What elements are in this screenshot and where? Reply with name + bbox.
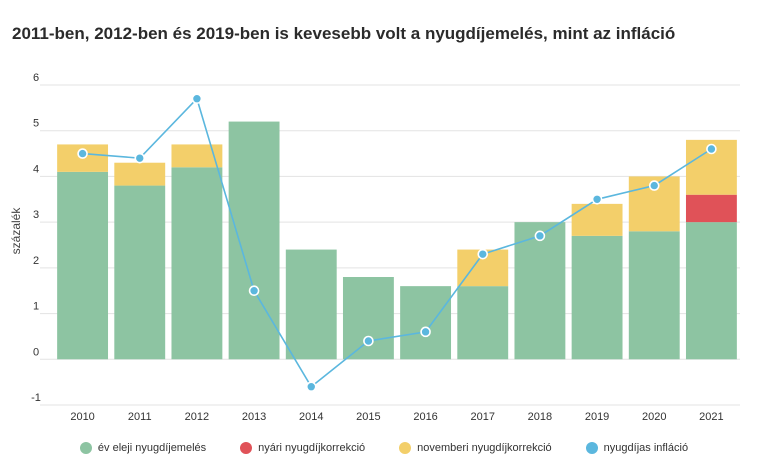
inflation-point	[248, 285, 260, 297]
x-tick-label: 2013	[242, 411, 266, 423]
legend-label-novemberi: novemberi nyugdíjkorrekció	[417, 442, 552, 454]
x-tick-label: 2016	[413, 411, 437, 423]
legend-swatch-ev-eleji	[79, 442, 92, 454]
x-tick-label: 2010	[70, 411, 94, 423]
inflation-point	[706, 143, 717, 155]
inflation-point	[591, 193, 603, 205]
legend-swatch-inflacio	[585, 442, 598, 454]
x-tick-label: 2017	[471, 411, 495, 423]
chart: -1 0 1 2 3 4 5 6 százalék 2010 2011 2012 2013 2014 201…	[9, 72, 740, 423]
bar-novemberi	[571, 203, 623, 236]
bar-ev-eleji	[285, 249, 337, 360]
y-axis-label: százalék	[9, 207, 23, 255]
x-tick-label: 2019	[585, 411, 609, 423]
y-tick-label: 3	[33, 209, 39, 221]
bar-ev-eleji	[514, 222, 566, 360]
y-tick-label: 5	[33, 118, 39, 130]
bar-novemberi	[114, 162, 166, 186]
legend-item-nyari[interactable]: nyári nyugdíjkorrekció	[240, 442, 365, 454]
legend-item-novemberi[interactable]: novemberi nyugdíjkorrekció	[399, 442, 552, 454]
bar-ev-eleji	[685, 222, 737, 360]
inflation-point	[305, 381, 317, 393]
inflation-point	[420, 326, 431, 338]
legend-item-inflacio[interactable]: nyugdíjas infláció	[585, 442, 689, 454]
inflation-point	[477, 248, 489, 260]
inflation-point	[648, 180, 660, 191]
x-tick-label: 2015	[356, 411, 380, 423]
x-tick-label: 2018	[528, 411, 552, 423]
bar-ev-eleji	[57, 171, 109, 360]
inflation-point	[77, 148, 88, 159]
inflation-point	[134, 152, 146, 164]
y-tick-label: 1	[33, 301, 39, 313]
y-tick-label: 4	[33, 163, 39, 175]
chart-title: 2011-ben, 2012-ben és 2019-ben is kevese…	[12, 24, 676, 43]
y-tick-label: -1	[31, 392, 41, 404]
x-tick-label: 2011	[128, 411, 152, 423]
y-tick-label: 0	[33, 346, 39, 358]
bar-ev-eleji	[228, 121, 280, 360]
legend: év eleji nyugdíjemelés nyári nyugdíjkorr…	[0, 442, 768, 454]
y-tick-label: 2	[33, 255, 39, 267]
inflation-point	[534, 230, 546, 242]
legend-swatch-novemberi	[399, 442, 412, 454]
legend-label-ev-eleji: év eleji nyugdíjemelés	[97, 442, 207, 454]
bar-ev-eleji	[400, 286, 452, 360]
legend-swatch-nyari	[240, 442, 253, 454]
inflation-line	[82, 97, 712, 388]
bar-ev-eleji	[571, 235, 623, 360]
legend-label-nyari: nyári nyugdíjkorrekció	[258, 442, 366, 454]
y-tick-label: 6	[33, 72, 39, 84]
x-tick-label: 2020	[642, 411, 666, 423]
bar-ev-eleji	[114, 185, 166, 360]
bar-ev-eleji	[457, 286, 509, 360]
inflation-point	[191, 93, 203, 105]
legend-item-ev-eleji[interactable]: év eleji nyugdíjemelés	[79, 442, 207, 454]
bar-novemberi	[171, 144, 223, 168]
x-tick-label: 2012	[185, 411, 209, 423]
bar-ev-eleji	[171, 167, 223, 360]
x-tick-label: 2021	[699, 411, 723, 423]
bar-nyari	[685, 194, 737, 223]
x-tick-label: 2014	[299, 411, 323, 423]
bar-ev-eleji	[342, 277, 394, 360]
bar-ev-eleji	[628, 231, 680, 360]
legend-label-inflacio: nyugdíjas infláció	[603, 442, 689, 454]
inflation-point	[363, 335, 374, 347]
